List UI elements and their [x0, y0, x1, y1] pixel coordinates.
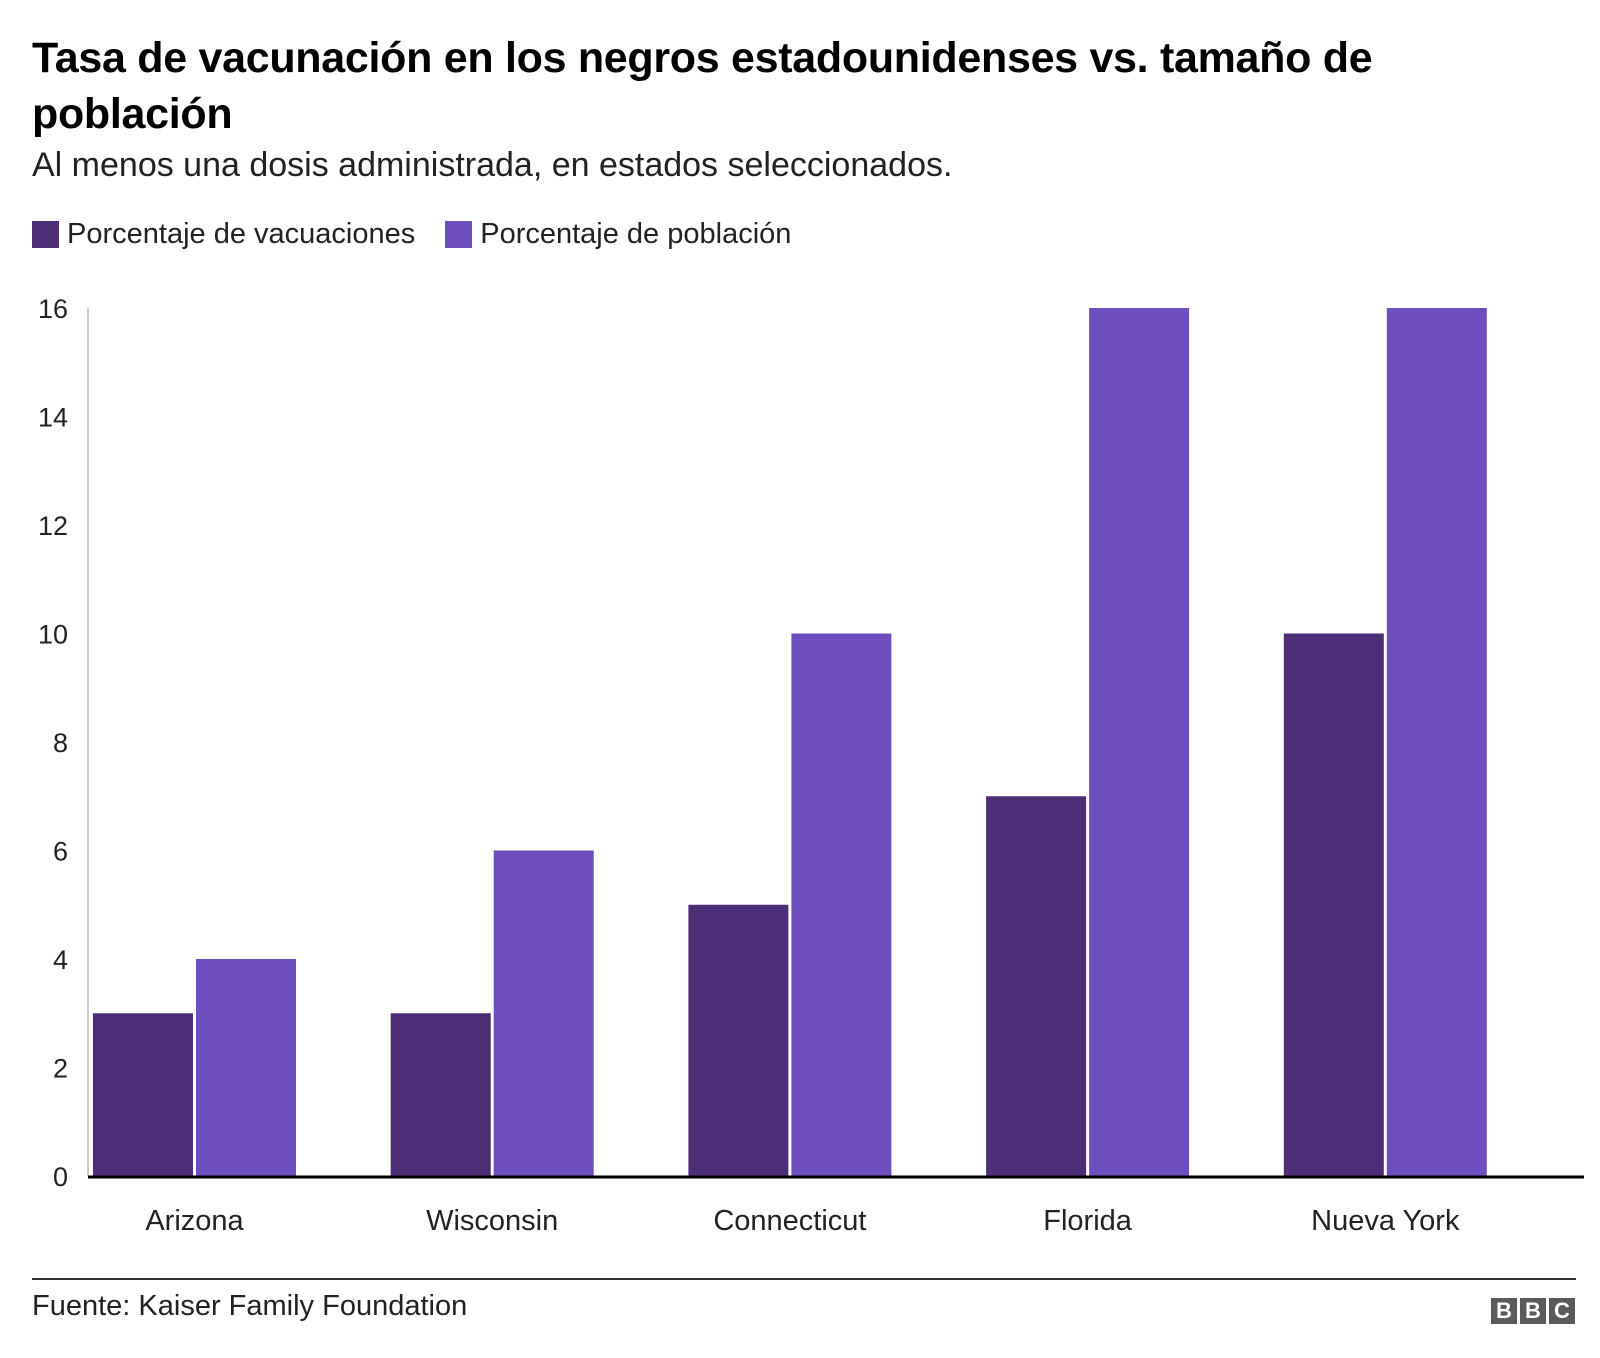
bar-arizona-poblacion	[196, 959, 296, 1176]
bar-nueva-york-poblacion	[1386, 308, 1487, 1176]
y-tick-label: 16	[38, 294, 68, 324]
bar-connecticut-vacunaciones	[688, 904, 789, 1176]
bbc-logo-letter: B	[1520, 1298, 1546, 1324]
legend-label-poblacion: Porcentaje de población	[480, 218, 792, 250]
legend-swatch-vacunaciones	[32, 221, 59, 248]
x-category-label: Wisconsin	[426, 1205, 558, 1237]
bar-wisconsin-poblacion	[493, 850, 594, 1176]
source-note: Fuente: Kaiser Family Foundation	[32, 1290, 468, 1322]
legend-label-vacunaciones: Porcentaje de vacuaciones	[67, 218, 416, 250]
chart-title: Tasa de vacunación en los negros estadou…	[32, 34, 1373, 138]
bbc-logo-letter: B	[1491, 1298, 1517, 1324]
legend: Porcentaje de vacuaciones Porcentaje de …	[32, 218, 821, 251]
x-category-label: Nueva York	[1311, 1205, 1460, 1237]
y-tick-label: 14	[38, 403, 68, 433]
legend-item-poblacion: Porcentaje de población	[445, 218, 791, 251]
chart-subtitle: Al menos una dosis administrada, en esta…	[32, 146, 953, 184]
bar-connecticut-poblacion	[791, 633, 892, 1176]
x-category-label: Florida	[1043, 1205, 1133, 1237]
y-tick-label: 12	[38, 511, 68, 541]
legend-swatch-poblacion	[445, 221, 473, 248]
footer-divider	[32, 1278, 1576, 1280]
bbc-logo: B B C	[1488, 1298, 1575, 1324]
bar-arizona-vacunaciones	[93, 1013, 193, 1176]
y-tick-label: 4	[53, 945, 68, 975]
y-tick-label: 0	[53, 1162, 68, 1192]
y-tick-label: 2	[53, 1054, 68, 1084]
y-tick-label: 8	[53, 728, 68, 758]
bar-nueva-york-vacunaciones	[1283, 633, 1384, 1176]
y-tick-label: 6	[53, 837, 68, 867]
x-category-label: Arizona	[145, 1205, 244, 1237]
bar-wisconsin-vacunaciones	[390, 1013, 491, 1176]
y-tick-label: 10	[38, 620, 68, 650]
legend-item-vacunaciones: Porcentaje de vacuaciones	[32, 218, 415, 251]
x-category-label: Connecticut	[713, 1205, 866, 1237]
bbc-logo-letter: C	[1549, 1298, 1575, 1324]
bar-florida-poblacion	[1089, 308, 1190, 1176]
bar-florida-vacunaciones	[986, 796, 1087, 1176]
